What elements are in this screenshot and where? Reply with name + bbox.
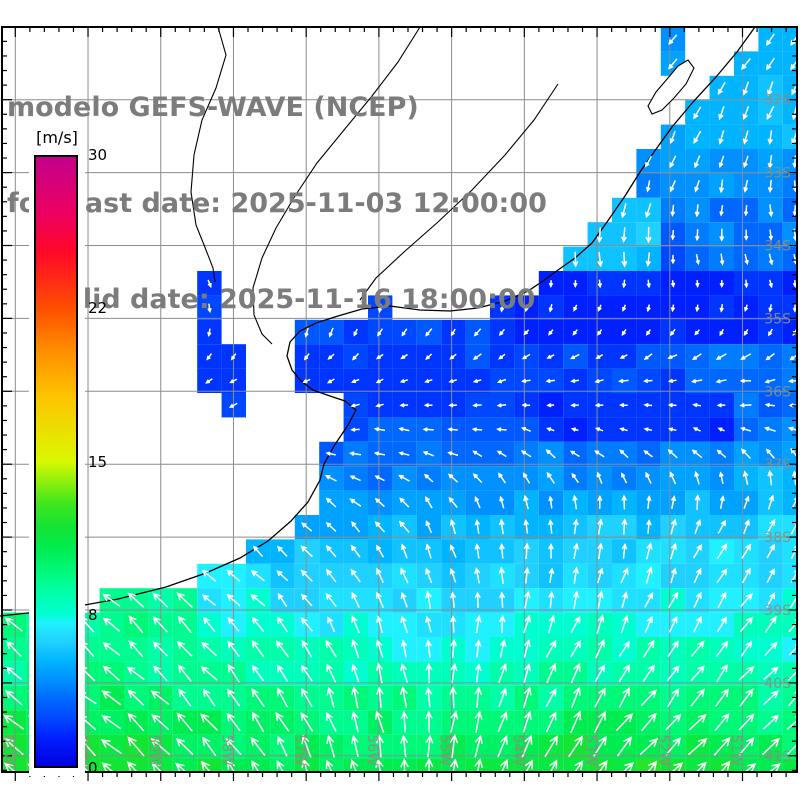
map-frame-border [1, 26, 798, 773]
lat-label: 32S [764, 93, 791, 109]
map-frame-layer [1, 26, 798, 781]
lon-label: 53W [582, 734, 598, 766]
geo-labels-layer: 32S33S34S35S36S37S38S39S40S41S61W60W59W5… [0, 93, 791, 766]
lon-label: 54W [509, 734, 525, 766]
coastline [0, 26, 756, 617]
lat-label: 41S [764, 749, 791, 765]
lat-label: 33S [764, 166, 791, 182]
lat-label: 40S [764, 676, 791, 692]
lat-label: 36S [764, 384, 791, 400]
lat-label: 34S [764, 239, 791, 255]
colorbar-tick-label: 8 [88, 605, 98, 624]
colorbar-tick-label: 22 [88, 299, 108, 318]
forecast-date-label: forecast date: 2025-11-03 12:00:00 [7, 188, 547, 219]
lon-label: 56W [364, 734, 380, 766]
river [252, 26, 421, 345]
lat-label: 38S [764, 530, 791, 546]
river [359, 83, 559, 301]
river [190, 26, 227, 283]
lat-label: 39S [764, 603, 791, 619]
lon-label: 55W [437, 734, 453, 766]
lon-label: 61W [0, 734, 16, 766]
colorbar-tick-label: 15 [88, 452, 108, 471]
lat-label: 37S [764, 457, 791, 473]
lon-label: 57W [291, 734, 307, 766]
colorbar-tick-label: 30 [88, 146, 108, 164]
coastline-layer [0, 26, 756, 617]
plot-titles: modelo GEFS-WAVE (NCEP) forecast date: 2… [7, 28, 547, 380]
lon-label: 58W [218, 734, 234, 766]
lon-label: 52W [655, 734, 671, 766]
lat-label: 35S [764, 311, 791, 327]
colorbar-tick-label: 0 [88, 759, 98, 777]
colorbar [34, 155, 78, 768]
lagoon-outline [647, 59, 695, 115]
lon-label: 51W [728, 734, 744, 766]
lon-label: 59W [146, 734, 162, 766]
colorbar-unit-label: [m/s] [36, 128, 78, 147]
model-title: modelo GEFS-WAVE (NCEP) [7, 92, 419, 123]
